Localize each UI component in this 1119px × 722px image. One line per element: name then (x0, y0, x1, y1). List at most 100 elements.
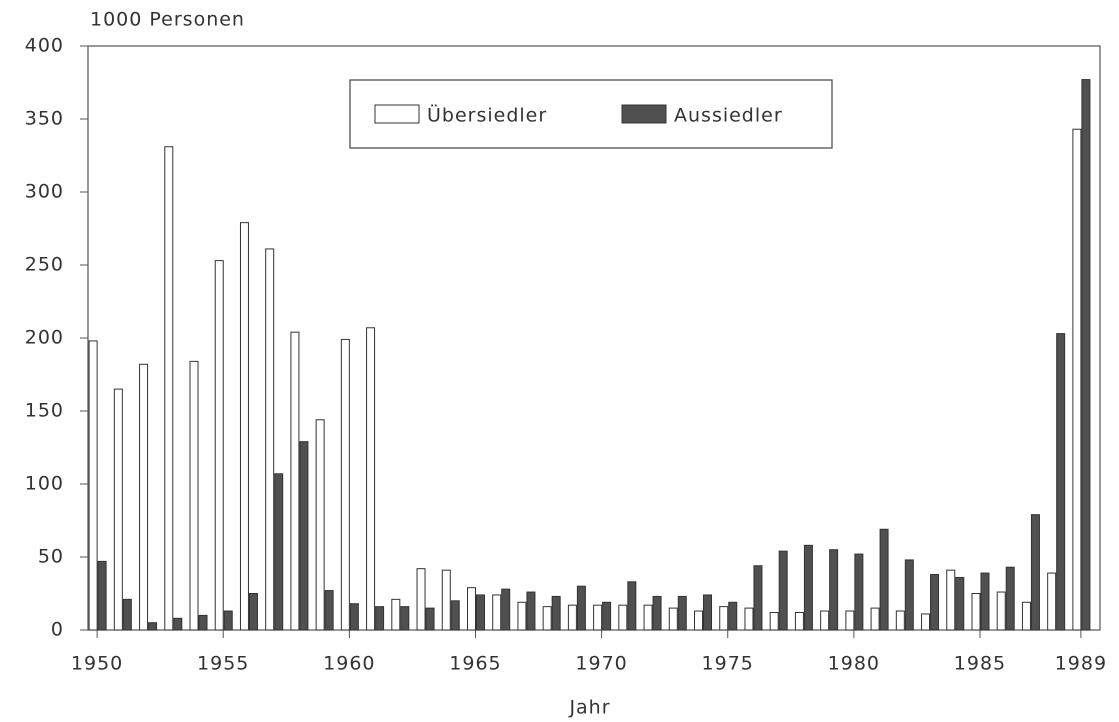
bar (996, 591, 1006, 631)
bar (921, 613, 931, 631)
bar (955, 576, 965, 631)
bar (567, 604, 577, 631)
bar (1081, 79, 1091, 631)
chart-title: 1000 Personen (90, 9, 245, 31)
bar (315, 419, 325, 631)
bar (652, 595, 662, 631)
y-tick-label: 0 (51, 619, 64, 641)
bar (223, 610, 233, 631)
bar (1021, 601, 1031, 631)
x-tick-label: 1950 (71, 653, 123, 675)
bar (1030, 514, 1040, 631)
bar (753, 565, 763, 631)
bar (340, 338, 350, 631)
bar (400, 606, 410, 631)
y-tick-label: 400 (25, 35, 64, 57)
bar (526, 591, 536, 631)
bar (492, 594, 502, 631)
bar (349, 603, 359, 631)
legend-swatch (621, 104, 667, 124)
x-tick-label: 1960 (323, 653, 375, 675)
bar (946, 569, 956, 631)
bar (769, 611, 779, 631)
bar (829, 549, 839, 631)
y-tick-label: 350 (25, 108, 64, 130)
bar (139, 363, 149, 631)
x-tick-label: 1965 (449, 653, 501, 675)
bar (265, 248, 275, 631)
legend-box (349, 79, 833, 149)
bar (324, 590, 334, 631)
x-tick-label: 1975 (702, 653, 754, 675)
bar (728, 601, 738, 631)
bar (248, 593, 258, 631)
bar (366, 327, 376, 631)
bar (148, 622, 158, 631)
bar (542, 606, 552, 631)
bar (576, 585, 586, 631)
legend-label: Aussiedler (674, 105, 783, 127)
bar (602, 601, 612, 631)
bar (501, 588, 511, 631)
bar (391, 598, 401, 631)
x-axis-label: Jahr (568, 697, 610, 719)
bar (668, 607, 678, 631)
bar (980, 572, 990, 631)
bar (794, 611, 804, 631)
x-tick-label: 1970 (575, 653, 627, 675)
bar (895, 610, 905, 631)
bar (113, 388, 123, 631)
bar (694, 610, 704, 631)
bar (618, 604, 628, 631)
bar (870, 607, 880, 631)
y-tick-label: 50 (38, 546, 64, 568)
bar (164, 146, 174, 631)
bar (1005, 566, 1015, 631)
bar (122, 598, 132, 631)
bar (466, 587, 476, 631)
bar (703, 594, 713, 631)
bar (425, 607, 435, 631)
x-tick-label: 1955 (197, 653, 249, 675)
bar (1072, 128, 1082, 631)
bar (375, 606, 385, 631)
bar (744, 607, 754, 631)
bar (845, 610, 855, 631)
legend-swatch (374, 104, 420, 124)
bar (719, 606, 729, 631)
bar (677, 595, 687, 631)
bar (627, 581, 637, 631)
bar (173, 617, 183, 631)
bar (1047, 572, 1057, 631)
bar (214, 260, 224, 631)
x-tick-label: 1989 (1055, 653, 1107, 675)
bar (820, 610, 830, 631)
bar (97, 560, 107, 631)
bar (593, 604, 603, 631)
bar (517, 601, 527, 631)
bar (854, 553, 864, 631)
legend-label: Übersiedler (427, 104, 547, 127)
y-tick-label: 100 (25, 473, 64, 495)
bar (450, 600, 460, 631)
bar (299, 441, 309, 631)
bar (904, 559, 914, 631)
bar (189, 360, 199, 631)
bar (290, 331, 300, 631)
bar (475, 594, 485, 631)
bar (88, 340, 98, 631)
bar (643, 604, 653, 631)
bar (551, 595, 561, 631)
x-tick-label: 1980 (828, 653, 880, 675)
bar (441, 569, 451, 631)
y-tick-label: 150 (25, 400, 64, 422)
y-tick-label: 250 (25, 254, 64, 276)
bar (1056, 333, 1066, 631)
y-tick-label: 300 (25, 181, 64, 203)
bar (239, 222, 249, 631)
x-tick-label: 1985 (954, 653, 1006, 675)
bar (879, 528, 889, 631)
bar (416, 568, 426, 631)
bar (274, 473, 284, 631)
